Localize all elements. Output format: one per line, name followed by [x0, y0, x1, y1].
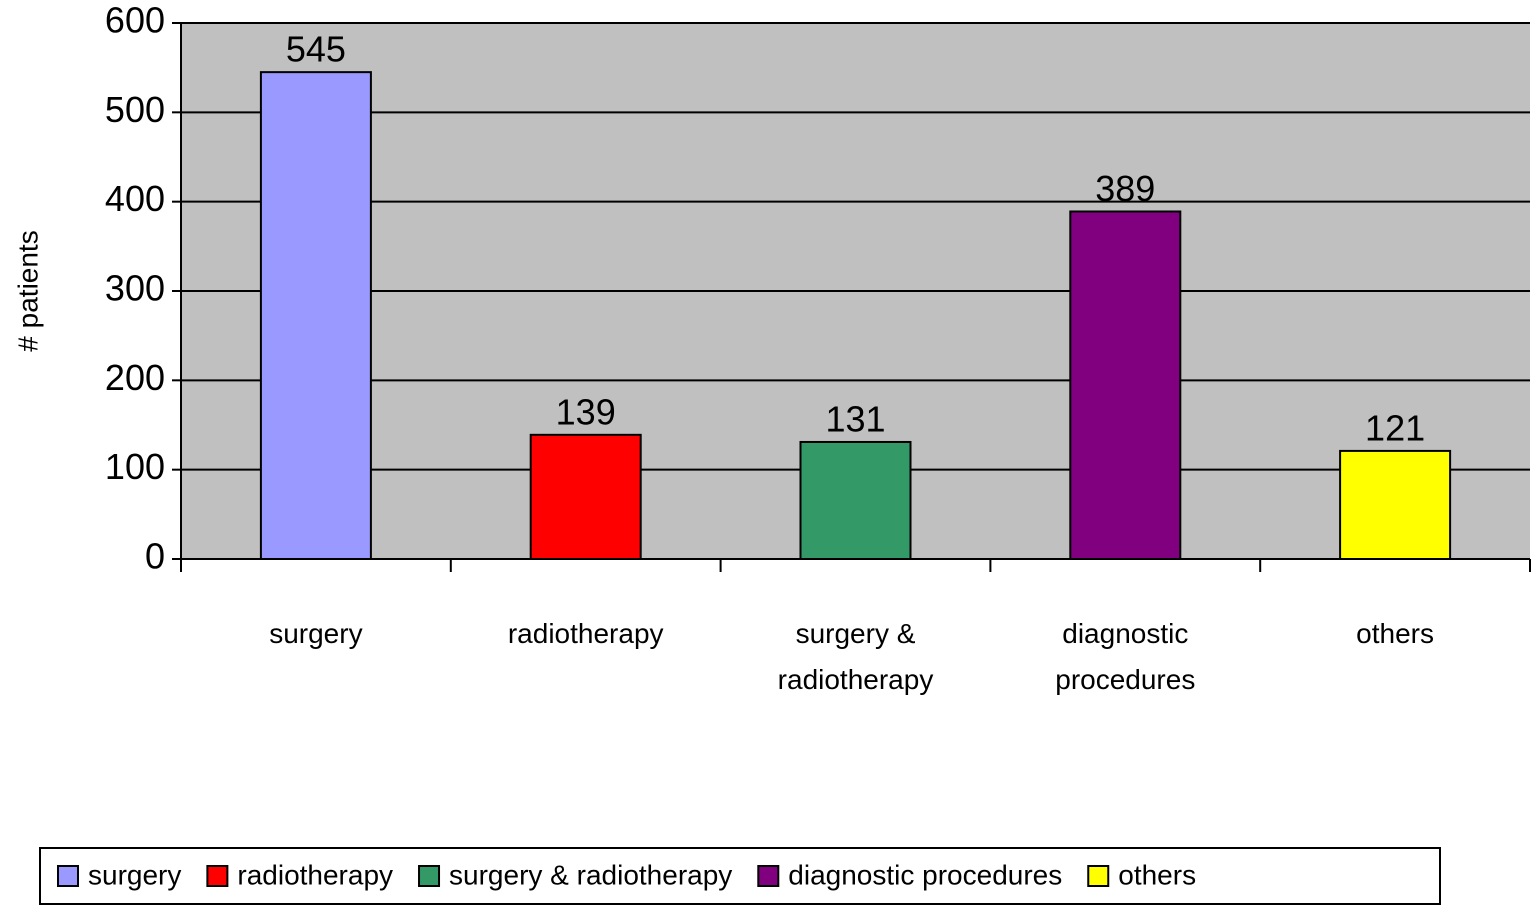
bar	[259, 71, 372, 560]
y-tick-label: 400	[105, 178, 165, 219]
legend-label: surgery	[88, 859, 181, 890]
legend-label: diagnostic procedures	[788, 859, 1062, 890]
legend-label: others	[1118, 859, 1196, 890]
legend-swatch	[57, 865, 79, 887]
x-tick-label: surgery	[269, 618, 362, 649]
legend-box	[39, 847, 1441, 905]
bar	[799, 440, 912, 560]
y-tick-label: 300	[105, 268, 165, 309]
legend-swatch	[206, 865, 229, 887]
x-tick-label: radiotherapy	[508, 618, 664, 649]
legend-swatch	[418, 865, 441, 887]
y-axis-label: # patients	[12, 230, 43, 351]
y-tick-label: 100	[105, 446, 165, 487]
x-tick-label: surgery & radiotherapy	[778, 618, 934, 695]
bar	[1339, 449, 1452, 561]
data-label: 139	[556, 391, 616, 432]
x-tick-label: diagnostic procedures	[1055, 618, 1195, 695]
bar	[1069, 210, 1182, 560]
bar	[529, 433, 642, 560]
legend-swatch	[1087, 865, 1110, 887]
x-tick-label: others	[1356, 618, 1434, 649]
legend-label: surgery & radiotherapy	[449, 859, 732, 890]
data-label: 545	[286, 29, 346, 70]
y-tick-label: 500	[105, 89, 165, 130]
y-tick-label: 600	[105, 0, 165, 41]
legend-label: radiotherapy	[237, 859, 393, 890]
y-tick-label: 0	[145, 536, 165, 577]
data-label: 121	[1365, 407, 1425, 448]
data-label: 389	[1095, 168, 1155, 209]
data-label: 131	[825, 398, 885, 439]
legend: surgery radiotherapy surgery & radiotherap…	[57, 859, 1196, 890]
y-tick-label: 200	[105, 357, 165, 398]
legend-swatch	[757, 865, 780, 887]
